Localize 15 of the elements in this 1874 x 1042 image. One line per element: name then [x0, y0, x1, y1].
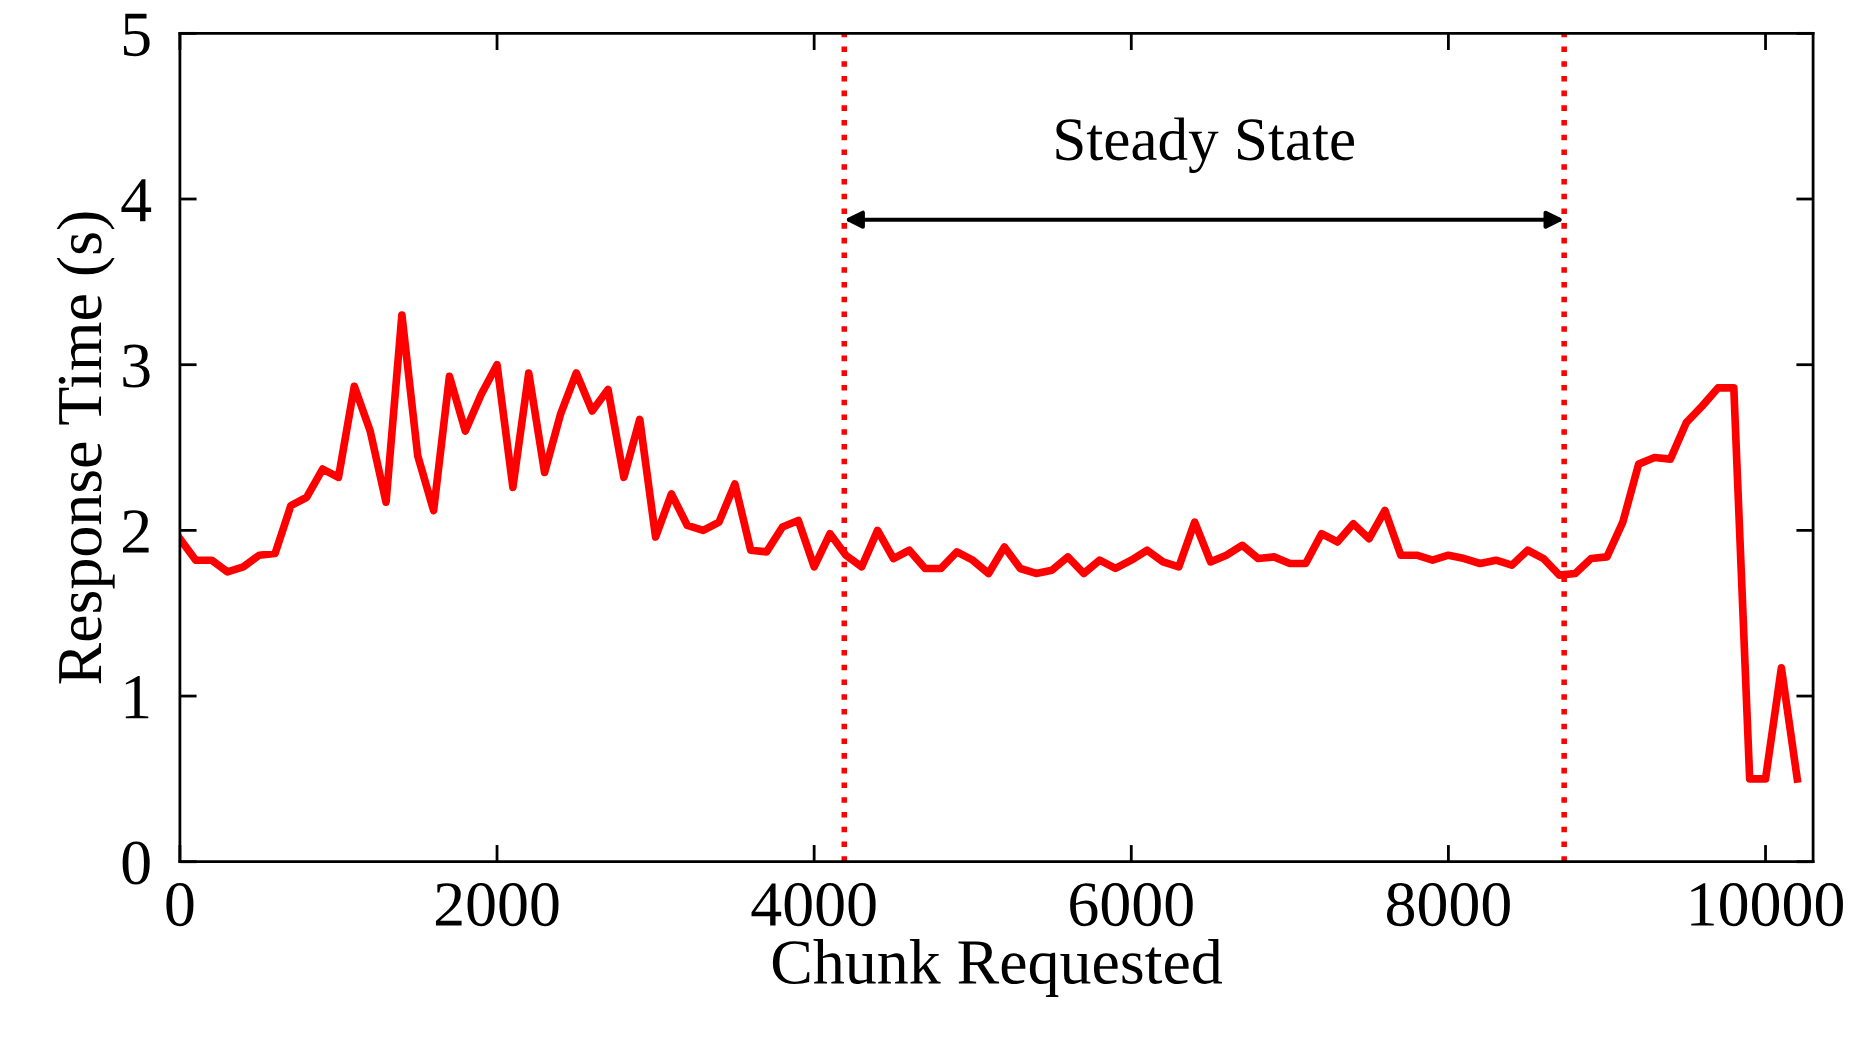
y-tick-label: 2: [122, 510, 149, 553]
y-tick-label: 3: [123, 344, 150, 388]
x-tick-label: 8000: [1386, 883, 1510, 927]
y-axis-title: Response Time (s): [56, 212, 115, 684]
y-tick-label: 5: [123, 13, 150, 57]
x-tick-label: 0: [166, 883, 194, 927]
x-axis-title: Chunk Requested: [772, 939, 1222, 998]
y-tick-label: 4: [121, 179, 152, 222]
annotation: Steady State: [1056, 117, 1354, 173]
x-tick-label: 4000: [751, 883, 876, 927]
x-tick-label: 2000: [435, 883, 559, 927]
x-tick-label: 6000: [1070, 883, 1193, 927]
y-tick-label: 1: [125, 676, 149, 719]
y-tick-label: 0: [122, 841, 150, 885]
x-tick-label: 10000: [1691, 883, 1843, 927]
